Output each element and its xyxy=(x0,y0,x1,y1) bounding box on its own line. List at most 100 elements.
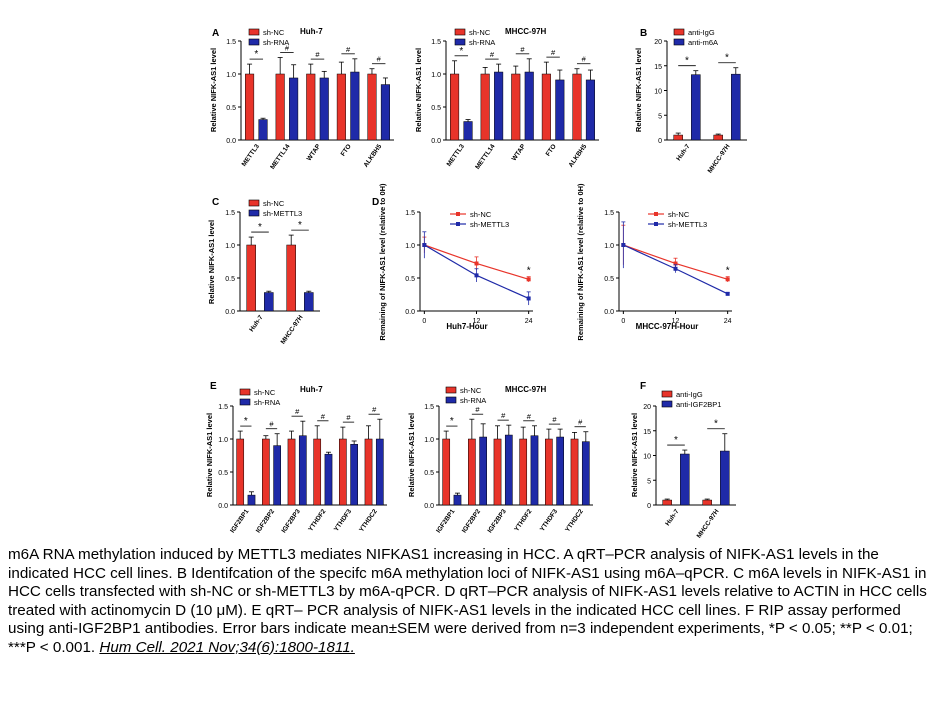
panel-d1-y-tick-label: 0.5 xyxy=(405,276,415,283)
panel-a1-bar xyxy=(289,77,299,141)
panel-e1-y-tick-label: 0.0 xyxy=(218,503,228,510)
panel-f-bar xyxy=(702,499,712,506)
panel-f-y-tick-label: 5 xyxy=(647,478,651,485)
panel-a2-bar xyxy=(463,121,473,141)
panel-f-sig-label: * xyxy=(714,419,718,430)
panel-e2-bar xyxy=(556,436,564,506)
panel-f-legend-entry: anti-IGF2BP1 xyxy=(676,400,721,409)
panel-e2-legend-swatch xyxy=(445,396,457,404)
panel-e2-bar xyxy=(442,438,451,506)
panel-e1-bar xyxy=(236,438,245,506)
panel-f-legend-swatch xyxy=(661,390,673,398)
panel-c-panel-label: C xyxy=(212,197,219,208)
panel-f-legend-swatch xyxy=(661,400,673,408)
panel-a2-sig-label: # xyxy=(582,55,587,64)
panel-d2-sig-label: * xyxy=(726,266,730,277)
panel-b-legend-swatch xyxy=(673,38,685,46)
panel-a1-bar xyxy=(258,119,268,141)
panel-f: F 0 5 10 15 20 Relative NIFK-AS1 level * Huh-7 * M… xyxy=(630,381,736,540)
panel-e2-bar xyxy=(581,441,590,506)
panel-b-bar xyxy=(673,134,683,141)
panel-a1-sig-label: * xyxy=(254,49,258,60)
panel-a2-legend-entry: sh-RNA xyxy=(469,38,495,47)
panel-e1-category-label: IGF2BP2 xyxy=(255,508,276,535)
panel-e1-bar xyxy=(287,438,296,506)
panel-e1-y-tick-label: 1.5 xyxy=(218,404,228,411)
panel-c-bar xyxy=(264,292,274,312)
panel-c-sig-label: * xyxy=(258,222,262,233)
panel-f-y-tick-label: 10 xyxy=(643,454,651,461)
panel-e1-bar xyxy=(247,494,256,506)
panel-d1-legend-entry: sh-METTL3 xyxy=(470,220,509,229)
panel-f-y-tick-label: 15 xyxy=(643,429,651,436)
panel-e1-category-label: YTHDC2 xyxy=(358,508,379,534)
panel-c-legend-entry: sh-METTL3 xyxy=(263,209,302,218)
panel-d2-y-tick-label: 1.5 xyxy=(604,210,614,217)
panel-e1-category-label: IGF2BP1 xyxy=(229,508,250,535)
panel-b-y-axis-label: Relative NIFK-AS1 level xyxy=(634,48,643,132)
panel-e2-bar xyxy=(519,438,528,506)
panel-e1-bar xyxy=(350,444,358,506)
panel-a1-bar xyxy=(245,73,255,141)
panel-d1: D 0.0 0.5 1.0 1.5 Remaining of NIFK-AS1 level… xyxy=(372,183,533,341)
panel-a2-y-axis-label: Relative NIFK-AS1 level xyxy=(414,48,423,132)
panel-a2-legend-entry: sh-NC xyxy=(469,28,491,37)
panel-f-y-tick-label: 20 xyxy=(643,404,651,411)
panel-d2-legend-entry: sh-METTL3 xyxy=(668,220,707,229)
panel-e2-category-label: IGF2BP1 xyxy=(435,508,456,535)
panel-e2-y-tick-label: 0.0 xyxy=(424,503,434,510)
panel-d1-legend-marker xyxy=(456,212,460,216)
panel-a1-y-tick-label: 0.0 xyxy=(226,138,236,145)
panel-f-category-label: Huh-7 xyxy=(664,508,681,527)
panel-e1-bar xyxy=(339,438,347,506)
panel-e2-y-axis-label: Relative NIFK-AS1 level xyxy=(407,413,416,497)
panel-d2-legend-marker xyxy=(654,212,658,216)
panel-d2: 0.0 0.5 1.0 1.5 Remaining of NIFK-AS1 level … xyxy=(576,183,732,341)
panel-d2-data-point xyxy=(673,261,678,266)
panel-f-sig-label: * xyxy=(674,435,678,446)
panel-e1-sig-label: * xyxy=(244,416,248,427)
panel-a1-sig-label: # xyxy=(346,45,351,54)
panel-a1-legend-entry: sh-RNA xyxy=(263,38,289,47)
panel-b-y-tick-label: 0 xyxy=(658,138,662,145)
panel-d1-legend-entry: sh-NC xyxy=(470,210,492,219)
panel-b-sig-label: * xyxy=(725,53,729,64)
panel-e1-category-label: YTHDF3 xyxy=(333,508,353,533)
panel-e2-category-label: YTHDC2 xyxy=(564,508,585,534)
panel-e1-legend-entry: sh-RNA xyxy=(254,398,280,407)
panel-d2-x-tick-label: 12 xyxy=(672,318,680,325)
panel-c-legend-swatch xyxy=(248,209,260,217)
panel-e2-category-label: IGF2BP2 xyxy=(461,508,482,535)
panel-e2-bar xyxy=(504,434,513,506)
panel-a2-category-label: FTO xyxy=(545,143,558,158)
panel-e1-y-tick-label: 1.0 xyxy=(218,437,228,444)
panel-a2-bar xyxy=(511,73,521,141)
panel-e1-bar xyxy=(364,438,373,506)
panel-e2-y-tick-label: 0.5 xyxy=(424,470,434,477)
panel-a1-title: Huh-7 xyxy=(300,27,323,36)
panel-a1-y-tick-label: 1.5 xyxy=(226,39,236,46)
citation-link[interactable]: Hum Cell. 2021 Nov;34(6):1800-1811. xyxy=(99,638,355,656)
panel-f-legend-entry: anti-IgG xyxy=(676,390,703,399)
figure-caption: m6A RNA methylation induced by METTL3 me… xyxy=(8,546,940,657)
panel-e1-legend-swatch xyxy=(239,388,251,396)
panel-d2-data-point xyxy=(725,277,730,282)
panel-e1-y-axis-label: Relative NIFK-AS1 level xyxy=(205,413,214,497)
panel-e2-category-label: IGF2BP3 xyxy=(487,508,508,535)
panel-e1-panel-label: E xyxy=(210,381,217,392)
panel-a1-legend-swatch xyxy=(248,38,260,46)
panel-f-bar xyxy=(662,499,672,506)
panel-b-legend-entry: anti-m6A xyxy=(688,38,718,47)
panel-c: C 0.0 0.5 1.0 1.5 Relative NIFK-AS1 level * Huh… xyxy=(207,197,320,346)
panel-a2-sig-label: * xyxy=(459,46,463,57)
panel-c-y-axis-label: Relative NIFK-AS1 level xyxy=(207,220,216,304)
panel-e1-bar xyxy=(375,438,384,506)
panel-e2-bar xyxy=(570,438,579,506)
panel-a2: MHCC-97H 0.0 0.5 1.0 1.5 Relative NIFK-AS1 le… xyxy=(414,27,599,171)
panel-a1-legend-swatch xyxy=(248,28,260,36)
panel-a2-y-tick-label: 1.0 xyxy=(431,72,441,79)
panel-a2-bar xyxy=(541,73,551,141)
panel-b-sig-label: * xyxy=(685,56,689,67)
panel-e2-bar xyxy=(468,438,476,506)
panel-c-category-label: Huh-7 xyxy=(248,314,265,333)
